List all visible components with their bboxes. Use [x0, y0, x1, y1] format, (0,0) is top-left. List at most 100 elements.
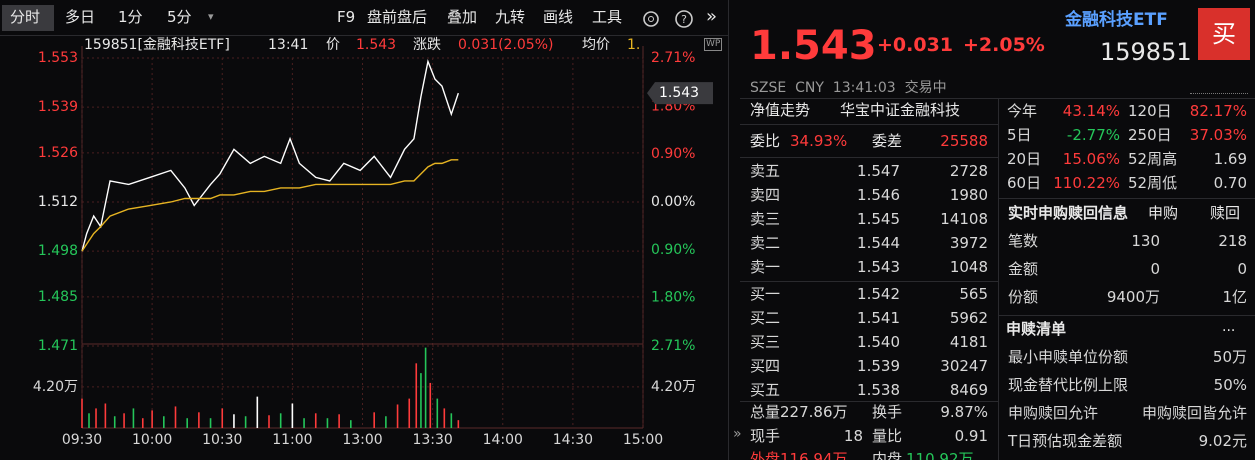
- list-value: 50%: [1213, 376, 1247, 394]
- creation-label: 金额: [1008, 260, 1039, 278]
- book-volume: 14108: [940, 210, 988, 228]
- volume-bar: [268, 415, 270, 428]
- tool[interactable]: F9: [337, 8, 356, 26]
- volume-bar: [186, 418, 188, 428]
- col-header: 赎回: [1210, 204, 1241, 222]
- book-price: 1.542: [857, 285, 900, 303]
- value: 9.87%: [940, 403, 988, 421]
- side-toggle[interactable]: »: [733, 426, 742, 442]
- label: 委比: [750, 132, 781, 150]
- volume-bar: [457, 420, 460, 428]
- stat-label: 今年: [1007, 102, 1038, 120]
- book-volume: 8469: [949, 381, 988, 399]
- stat-label: 52周低: [1128, 174, 1178, 192]
- y2-tick-label: 2.71%: [651, 338, 695, 354]
- book-label: 卖二: [750, 234, 781, 252]
- tool[interactable]: 工具: [592, 8, 623, 26]
- volume-bar: [291, 403, 294, 428]
- quote-change: +0.031: [877, 34, 954, 56]
- volume-bar: [303, 418, 305, 428]
- book-volume: 4181: [949, 333, 988, 351]
- x-tick-label: 09:30: [62, 432, 102, 448]
- book-label: 买五: [750, 381, 781, 399]
- x-tick-label: 11:00: [272, 432, 312, 448]
- icons[interactable]: [1190, 81, 1248, 94]
- volume-bar: [373, 412, 375, 428]
- creation-value: 218: [1218, 232, 1247, 250]
- book-price: 1.541: [857, 309, 900, 327]
- tool[interactable]: 盘前盘后: [367, 8, 428, 26]
- volume-tick-label: 4.20万: [651, 379, 696, 395]
- y-tick-label: 1.471: [38, 338, 78, 354]
- stat-value: 110.22%: [1053, 174, 1120, 192]
- stat-label: 60日: [1007, 174, 1042, 192]
- volume-bar: [174, 406, 177, 428]
- y2-tick-label: 0.00%: [651, 194, 695, 210]
- tab[interactable]: 分时: [10, 8, 41, 26]
- badge[interactable]: WP: [704, 38, 723, 51]
- stat-value: -2.77%: [1066, 126, 1120, 144]
- help-icon[interactable]: ?: [673, 8, 695, 30]
- more[interactable]: ...: [1222, 319, 1236, 335]
- label: 涨跌: [413, 37, 441, 53]
- dropdown[interactable]: ▾: [208, 10, 214, 23]
- creation-value: 9400万: [1106, 288, 1160, 306]
- book-volume: 1048: [949, 258, 988, 276]
- divider: [740, 281, 998, 282]
- tab-active-bg: [2, 5, 54, 31]
- index-name: 华宝中证金融科技: [840, 101, 961, 119]
- creation-value: 1亿: [1222, 288, 1247, 306]
- book-price: 1.538: [857, 381, 900, 399]
- stat-label: 20日: [1007, 150, 1042, 168]
- volume-bar: [256, 396, 259, 428]
- volume-bar: [429, 382, 432, 428]
- label: 净值走势: [750, 101, 811, 119]
- stat-label: 250日: [1128, 126, 1172, 144]
- y-tick-label: 1.539: [38, 99, 78, 115]
- value: 0.91: [954, 427, 988, 445]
- price-tag-bg: [647, 82, 713, 105]
- y2-tick-label: 0.90%: [651, 242, 695, 258]
- list-label: 最小申赎单位份额: [1008, 348, 1129, 366]
- tab[interactable]: 多日: [65, 8, 96, 26]
- volume-bar: [338, 414, 340, 428]
- buy-button[interactable]: 买: [1198, 8, 1250, 60]
- quote-code: 159851: [1100, 38, 1192, 66]
- volume-bar: [314, 413, 317, 428]
- book-price: 1.540: [857, 333, 900, 351]
- price-line: [81, 59, 460, 252]
- book-volume: 2728: [949, 162, 988, 180]
- volume-bar: [95, 408, 97, 428]
- tool[interactable]: 叠加: [447, 8, 478, 26]
- book-volume: 30247: [940, 357, 988, 375]
- y-tick-label: 1.485: [38, 289, 78, 305]
- tool[interactable]: 画线: [543, 8, 574, 26]
- value: 18: [843, 427, 863, 445]
- tool[interactable]: 九转: [495, 8, 526, 26]
- time: 13:41: [268, 37, 309, 53]
- y2-tick-label: 2.71%: [651, 50, 695, 66]
- tab[interactable]: 5分: [167, 8, 192, 26]
- creation-label: 笔数: [1008, 232, 1039, 250]
- volume-bar: [326, 418, 329, 428]
- volume-bar: [141, 418, 144, 428]
- stat-value: 82.17%: [1189, 102, 1247, 120]
- tab[interactable]: 1分: [118, 8, 143, 26]
- creation-value: 130: [1131, 232, 1160, 250]
- creation-value: 0: [1150, 260, 1160, 278]
- volume-bar: [443, 408, 446, 428]
- book-label: 买四: [750, 357, 781, 375]
- stat-label: 52周高: [1128, 150, 1178, 168]
- label: 均价: [582, 37, 610, 53]
- settings-icon[interactable]: [640, 8, 662, 30]
- volume-bar: [151, 410, 153, 428]
- divider: [0, 35, 728, 36]
- book-label: 卖四: [750, 186, 781, 204]
- total: 外盘116.94万: [750, 450, 848, 460]
- more[interactable]: »: [706, 6, 718, 27]
- total: 总量227.86万: [750, 403, 848, 421]
- y-tick-label: 1.512: [38, 194, 78, 210]
- volume-bar: [88, 413, 90, 428]
- x-tick-label: 10:00: [132, 432, 172, 448]
